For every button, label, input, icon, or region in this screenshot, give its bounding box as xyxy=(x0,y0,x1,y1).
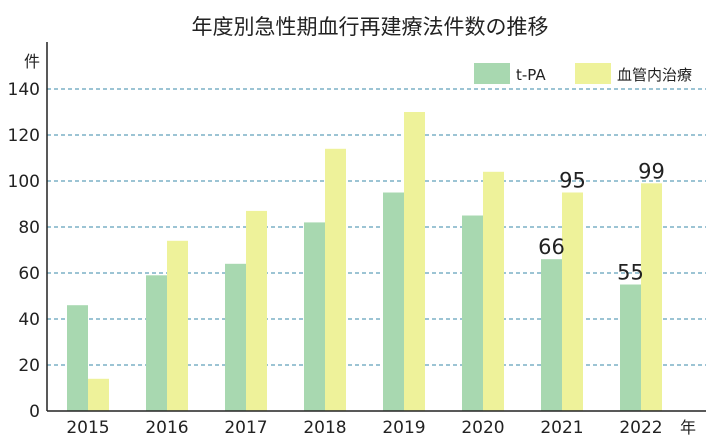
bar-tpa-2019 xyxy=(383,192,404,411)
y-tick-label-140: 140 xyxy=(8,80,40,100)
y-tick-label-0: 0 xyxy=(29,402,40,422)
bar-tpa-2020 xyxy=(462,215,483,411)
x-tick-label-2017: 2017 xyxy=(224,418,267,438)
bar-evt-2022 xyxy=(641,183,662,411)
axes: 0 20 40 60 80 100 120 140 2015 2016 2017 2018 2019 20… xyxy=(8,42,706,438)
legend-swatch-0 xyxy=(474,63,510,84)
bar-tpa-2021 xyxy=(541,259,562,411)
bar-evt-2018 xyxy=(325,148,346,412)
x-tick-label-2020: 2020 xyxy=(461,418,504,438)
x-tick-label-2022: 2022 xyxy=(619,418,662,438)
x-tick-label-2019: 2019 xyxy=(382,418,425,438)
y-tick-label-80: 80 xyxy=(18,218,40,238)
chart-title: 年度別急性期血行再建療法件数の推移 xyxy=(192,15,549,39)
x-tick-label-2018: 2018 xyxy=(303,418,346,438)
bar-evt-2021 xyxy=(562,192,583,411)
y-tick-label-60: 60 xyxy=(18,264,40,284)
data-label-2021-tpa: 66 xyxy=(538,235,565,259)
labels: 66 95 55 99 xyxy=(538,159,665,284)
bar-tpa-2015 xyxy=(67,305,88,411)
bar-evt-2015 xyxy=(88,378,109,411)
bar-tpa-2017 xyxy=(225,263,246,411)
y-tick-label-100: 100 xyxy=(8,172,40,192)
y-tick-label-40: 40 xyxy=(18,310,40,330)
x-tick-label-2021: 2021 xyxy=(540,418,583,438)
y-axis-unit-label: 件 xyxy=(24,52,40,71)
x-tick-label-2015: 2015 xyxy=(66,418,109,438)
grid-lines xyxy=(47,88,706,366)
y-tick-label-120: 120 xyxy=(8,126,40,146)
bar-evt-2017 xyxy=(246,210,267,411)
bar-evt-2019 xyxy=(404,112,425,411)
bar-tpa-2016 xyxy=(146,275,167,411)
bars xyxy=(67,112,662,412)
x-tick-label-2016: 2016 xyxy=(145,418,188,438)
bar-tpa-2022 xyxy=(620,284,641,411)
legend: t-PA 血管内治療 xyxy=(474,63,692,84)
data-label-2022-evt: 99 xyxy=(638,159,665,183)
bar-evt-2020 xyxy=(483,171,504,411)
bar-tpa-2018 xyxy=(304,222,325,411)
x-axis-unit-label: 年 xyxy=(680,418,696,437)
data-label-2022-tpa: 55 xyxy=(617,261,644,285)
y-tick-label-20: 20 xyxy=(18,356,40,376)
legend-swatch-1 xyxy=(575,63,611,84)
bar-evt-2016 xyxy=(167,240,188,411)
legend-label-1: 血管内治療 xyxy=(617,66,692,84)
data-label-2021-evt: 95 xyxy=(559,169,586,193)
legend-label-0: t-PA xyxy=(516,66,546,84)
